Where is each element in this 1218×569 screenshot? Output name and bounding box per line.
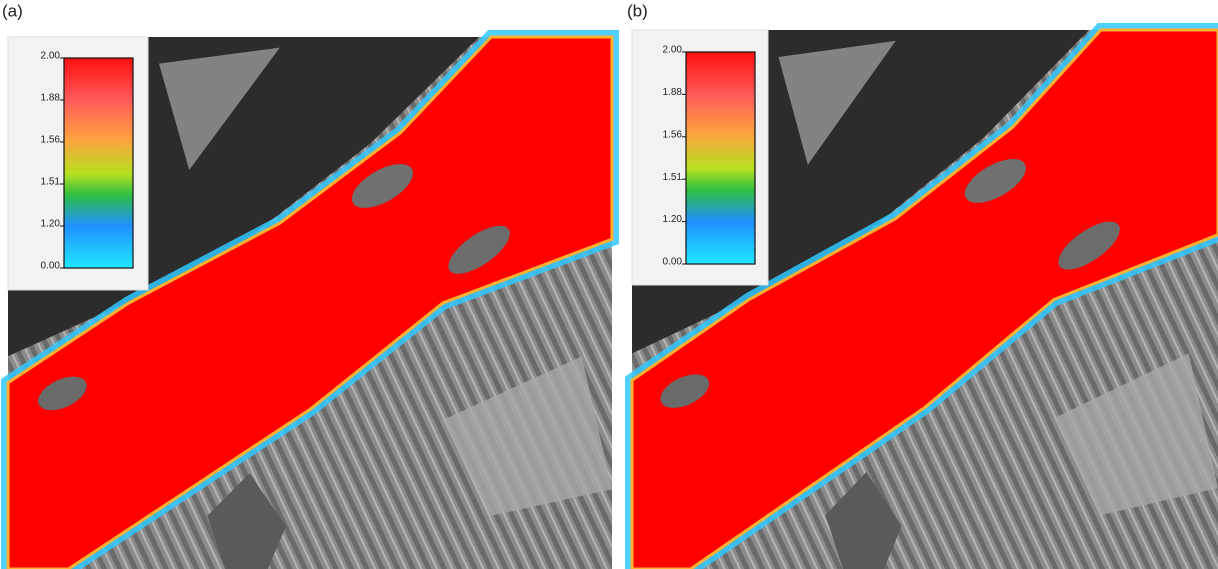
panel-label: (a) <box>2 1 23 20</box>
map-panel: 2.00 1.88 1.56 1.51 1.20 0.00 <box>632 30 1218 569</box>
figure: (a) 2.00 1.88 1.56 1.51 1.20 0.00 (b) 2.00 1.88 1.… <box>0 0 1218 569</box>
colorbar <box>686 52 755 264</box>
legend-tick-label: 1.51 <box>41 177 61 188</box>
legend-tick-label: 2.00 <box>41 51 61 62</box>
panel-label: (b) <box>627 1 648 20</box>
legend-tick-label: 1.20 <box>41 219 61 230</box>
legend-tick-label: 2.00 <box>663 45 683 56</box>
legend-tick-label: 0.00 <box>663 257 683 268</box>
colorbar <box>64 58 133 268</box>
map-panel: 2.00 1.88 1.56 1.51 1.20 0.00 <box>8 37 612 569</box>
legend-tick-label: 1.51 <box>663 172 683 183</box>
legend-tick-label: 1.88 <box>663 87 683 98</box>
legend-tick-label: 1.56 <box>41 135 61 146</box>
legend-tick-label: 1.56 <box>663 129 683 140</box>
legend-tick-label: 0.00 <box>41 261 61 272</box>
legend-tick-label: 1.20 <box>663 214 683 225</box>
legend-tick-label: 1.88 <box>41 93 61 104</box>
